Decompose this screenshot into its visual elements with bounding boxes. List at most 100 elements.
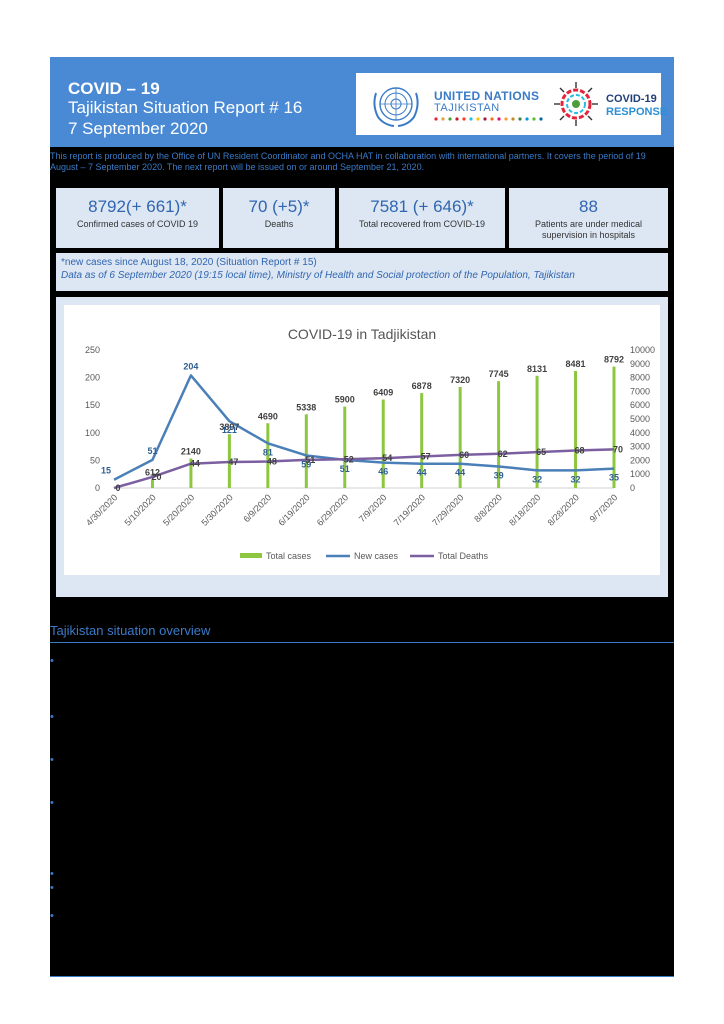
x-tick-label: 9/7/2020 [588, 492, 620, 524]
note-new-cases: *new cases since August 18, 2020 (Situat… [61, 257, 317, 268]
x-tick-label: 7/19/2020 [392, 492, 427, 527]
total-cases-bar [574, 370, 578, 488]
x-tick-label: 7/9/2020 [357, 492, 389, 524]
report-title: COVID – 19 [68, 79, 160, 98]
y-right-tick-label: 1000 [630, 469, 650, 479]
total-cases-data-label: 7320 [450, 375, 470, 385]
total-deaths-data-label: 0 [115, 483, 120, 493]
bullet-icon: • [50, 868, 54, 880]
total-deaths-line [113, 448, 615, 490]
y-left-tick-label: 100 [85, 428, 100, 438]
total-cases-bar [458, 386, 462, 488]
chart-card: COVID-19 in Tadjikistan 0 50 100 150 200 250 0… [64, 305, 660, 575]
logo-strip: UNITED NATIONS TAJIKISTAN [356, 73, 667, 135]
stat-hospitalized: 88 Patients are under medical supervisio… [509, 188, 668, 248]
new-cases-data-label: 204 [183, 361, 198, 371]
x-tick-label: 6/19/2020 [276, 492, 311, 527]
new-cases-data-label: 51 [147, 446, 157, 456]
total-cases-data-label: 2140 [181, 446, 201, 456]
y-right-tick-label: 8000 [630, 373, 650, 383]
total-deaths-data-label: 48 [267, 457, 277, 467]
y-left-tick-label: 200 [85, 373, 100, 383]
total-cases-data-label: 3897 [219, 422, 239, 432]
total-cases-data-label: 5900 [335, 395, 355, 405]
total-cases-bar [189, 458, 193, 488]
stat-confirmed-value: 8792(+ 661)* [88, 197, 187, 216]
bullet-icon: • [50, 655, 54, 667]
total-deaths-data-label: 54 [382, 453, 392, 463]
new-cases-data-label: 81 [263, 447, 273, 457]
new-cases-data-label: 44 [417, 468, 427, 478]
total-cases-bar [612, 366, 616, 488]
total-deaths-data-label: 57 [421, 452, 431, 462]
total-cases-bar [266, 423, 270, 488]
y-right-tick-label: 4000 [630, 428, 650, 438]
y-left-tick-label: 50 [90, 455, 100, 465]
covid-response-line1: COVID-19 [606, 93, 657, 105]
section-title: Tajikistan situation overview [50, 623, 211, 638]
total-deaths-data-label: 62 [498, 449, 508, 459]
stat-hospitalized-label: Patients are under medical supervision i… [534, 219, 643, 240]
un-emblem-icon [373, 87, 419, 127]
report-date: 7 September 2020 [68, 119, 208, 138]
total-deaths-data-label: 60 [459, 450, 469, 460]
y-right-tick-label: 10000 [630, 345, 655, 355]
stats-row: 8792(+ 661)* Confirmed cases of COVID 19… [56, 188, 668, 248]
stat-deaths: 70 (+5)* Deaths [223, 188, 335, 248]
report-subtitle: Tajikistan Situation Report # 16 [68, 98, 303, 117]
new-cases-data-label: 46 [378, 467, 388, 477]
report-page: COVID – 19 Tajikistan Situation Report #… [50, 57, 674, 977]
new-cases-data-label: 51 [340, 464, 350, 474]
new-cases-data-label: 121 [222, 425, 237, 435]
new-cases-data-label: 32 [571, 474, 581, 484]
y-right-tick-label: 3000 [630, 442, 650, 452]
y-right-tick-label: 5000 [630, 414, 650, 424]
y-right-tick-label: 2000 [630, 455, 650, 465]
new-cases-data-label: 59 [301, 459, 311, 469]
total-deaths-data-label: 51 [305, 455, 315, 465]
x-tick-label: 5/10/2020 [122, 492, 157, 527]
x-tick-label: 8/18/2020 [507, 492, 542, 527]
x-tick-label: 4/30/2020 [84, 492, 119, 527]
new-cases-data-label: 39 [494, 470, 504, 480]
total-cases-data-label: 8792 [604, 355, 624, 365]
total-cases-bar [420, 393, 424, 488]
note-data-source: Data as of 6 September 2020 (19:15 local… [61, 270, 575, 281]
total-deaths-data-label: 68 [575, 445, 585, 455]
total-cases-data-label: 6878 [412, 381, 432, 391]
total-deaths-data-label: 65 [536, 447, 546, 457]
new-cases-data-label: 15 [101, 466, 111, 476]
total-deaths-data-label: 47 [228, 457, 238, 467]
total-cases-data-label: 8131 [527, 364, 547, 374]
total-cases-bar [497, 381, 501, 488]
y-left-tick-label: 150 [85, 400, 100, 410]
total-cases-bar [150, 479, 154, 488]
legend-total-cases-swatch [240, 553, 262, 558]
un-name-text: UNITED NATIONS [434, 89, 540, 103]
data-source-note: *new cases since August 18, 2020 (Situat… [56, 253, 668, 291]
stat-deaths-label: Deaths [264, 219, 294, 229]
stat-hospitalized-value: 88 [579, 197, 598, 216]
x-tick-label: 7/29/2020 [430, 492, 465, 527]
y-right-tick-label: 9000 [630, 359, 650, 369]
total-cases-data-label: 5338 [296, 402, 316, 412]
x-tick-label: 5/30/2020 [199, 492, 234, 527]
stat-deaths-value: 70 (+5)* [248, 197, 310, 216]
total-cases-data-label: 6409 [373, 388, 393, 398]
stat-confirmed: 8792(+ 661)* Confirmed cases of COVID 19 [56, 188, 219, 248]
total-cases-bar [381, 399, 385, 488]
covid-response-icon [554, 82, 598, 126]
x-tick-label: 6/9/2020 [241, 492, 273, 524]
report-intro: This report is produced by the Office of… [50, 151, 646, 172]
stat-recovered: 7581 (+ 646)* Total recovered from COVID… [339, 188, 505, 248]
bullet-icon: • [50, 882, 54, 894]
bullet-icon: • [50, 711, 54, 723]
total-cases-bar [304, 414, 308, 488]
chart-panel: COVID-19 in Tadjikistan 0 50 100 150 200 250 0… [56, 297, 668, 597]
new-cases-data-label: 35 [609, 473, 619, 483]
legend-total-deaths-label: Total Deaths [438, 551, 489, 561]
x-tick-label: 5/20/2020 [161, 492, 196, 527]
x-tick-label: 8/28/2020 [546, 492, 581, 527]
legend-new-cases-label: New cases [354, 551, 399, 561]
sdg-dots-icon [434, 117, 543, 121]
